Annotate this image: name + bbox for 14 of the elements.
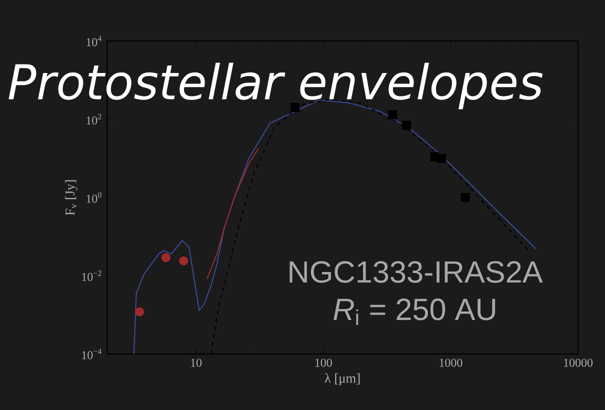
annotation: NGC1333-IRAS2A [290,261,543,283]
y-tick-label: 10$^{2}$ [86,114,102,125]
annotation: R$_{i}$ = 250 AU [334,298,496,325]
x-axis-title: λ [μm] [324,373,360,386]
y-axis-title: F$_{ν}$ [Jy] [65,180,78,216]
x-tick-label: 10 [191,358,202,367]
y-tick-label: 10$^{4}$ [86,36,102,46]
x-tick-label: 10000 [564,358,593,367]
y-tick-label: 10$^{−4}$ [82,348,102,360]
chart-title: Protostellar envelopes [8,62,543,110]
x-tick-label: 100 [315,358,332,367]
y-tick-label: 10$^{−2}$ [82,270,102,282]
y-tick-label: 10$^{0}$ [86,192,102,203]
x-tick-label: 1000 [440,358,462,367]
